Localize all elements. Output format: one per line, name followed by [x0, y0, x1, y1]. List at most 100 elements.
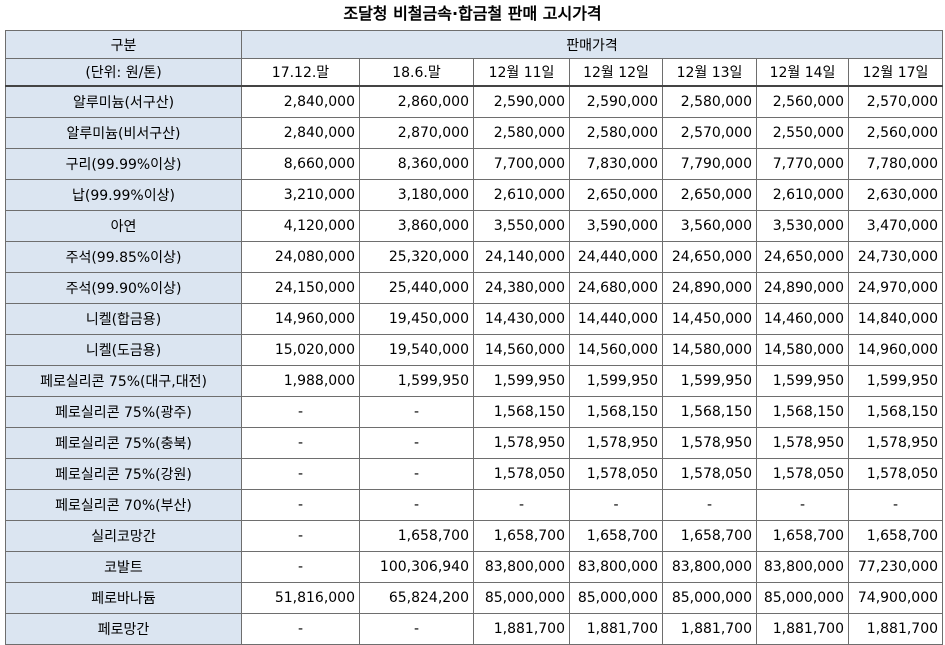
- price-cell: 2,570,000: [847, 85, 944, 118]
- header-row-2: (단위: 원/톤) 17.12.말 18.6.말 12월 11일 12월 12일…: [5, 58, 944, 87]
- price-cell: -: [241, 520, 360, 552]
- price-cell: 24,140,000: [473, 241, 570, 273]
- price-cell: 14,560,000: [569, 334, 663, 366]
- price-cell: -: [756, 489, 849, 521]
- price-cell: 1,988,000: [241, 365, 360, 397]
- table-row: 납(99.99%이상) 3,210,000 3,180,000 2,610,000 2,…: [5, 179, 944, 211]
- price-cell: 1,578,050: [569, 458, 663, 490]
- price-cell: 1,658,700: [756, 520, 849, 552]
- price-cell: 3,530,000: [756, 210, 849, 242]
- price-cell: 19,540,000: [359, 334, 474, 366]
- price-cell: 7,770,000: [756, 148, 849, 180]
- price-cell: -: [359, 613, 474, 645]
- price-cell: 1,599,950: [473, 365, 570, 397]
- price-cell: 1,578,950: [662, 427, 757, 459]
- price-cell: 3,180,000: [359, 179, 474, 211]
- price-cell: 1,881,700: [847, 613, 944, 645]
- price-cell: 1,881,700: [473, 613, 570, 645]
- row-label: 페로망간: [5, 613, 242, 645]
- price-cell: 1,658,700: [569, 520, 663, 552]
- table-row: 코발트 -100,306,940 83,800,000 83,800,000 83,80…: [5, 551, 944, 583]
- table-row: 페로실리콘 75%(광주) - -1,568,150 1,568,150 1,568,1…: [5, 396, 944, 428]
- price-cell: -: [241, 489, 360, 521]
- price-cell: -: [359, 396, 474, 428]
- price-cell: -: [241, 551, 360, 583]
- price-cell: 7,700,000: [473, 148, 570, 180]
- price-cell: 1,568,150: [569, 396, 663, 428]
- price-cell: 7,780,000: [847, 148, 944, 180]
- price-cell: 1,578,050: [847, 458, 944, 490]
- price-cell: 3,210,000: [241, 179, 360, 211]
- price-cell: 1,658,700: [847, 520, 944, 552]
- price-cell: 25,440,000: [359, 272, 474, 304]
- price-cell: 14,560,000: [473, 334, 570, 366]
- page-title: 조달청 비철금속·합금철 판매 고시가격: [343, 4, 602, 23]
- price-cell: 19,450,000: [359, 303, 474, 335]
- price-cell: 14,450,000: [662, 303, 757, 335]
- price-cell: 8,660,000: [241, 148, 360, 180]
- price-cell: 2,590,000: [473, 85, 570, 118]
- price-cell: 14,460,000: [756, 303, 849, 335]
- price-cell: 2,580,000: [662, 85, 757, 118]
- price-cell: 2,590,000: [569, 85, 663, 118]
- table-row: 페로실리콘 75%(대구,대전) 1,988,000 1,599,950 1,599,…: [5, 365, 944, 397]
- price-cell: 24,150,000: [241, 272, 360, 304]
- column-header: 12월 13일: [662, 58, 757, 87]
- price-cell: -: [359, 489, 474, 521]
- table-row: 페로실리콘 70%(부산) - - - - - - -: [5, 489, 944, 521]
- price-cell: 8,360,000: [359, 148, 474, 180]
- price-cell: 74,900,000: [847, 582, 944, 614]
- price-cell: 1,578,950: [473, 427, 570, 459]
- row-label: 알루미늄(비서구산): [5, 117, 242, 149]
- price-cell: -: [241, 613, 360, 645]
- price-cell: 77,230,000: [847, 551, 944, 583]
- price-cell: 14,580,000: [662, 334, 757, 366]
- price-cell: 1,568,150: [473, 396, 570, 428]
- price-cell: 83,800,000: [662, 551, 757, 583]
- price-cell: 2,580,000: [569, 117, 663, 149]
- price-cell: 24,680,000: [569, 272, 663, 304]
- table-row: 페로실리콘 75%(강원) - -1,578,050 1,578,050 1,578,0…: [5, 458, 944, 490]
- price-cell: 2,550,000: [756, 117, 849, 149]
- row-label: 주석(99.90%이상): [5, 272, 242, 304]
- price-cell: 2,560,000: [847, 117, 944, 149]
- price-cell: 25,320,000: [359, 241, 474, 273]
- price-cell: 15,020,000: [241, 334, 360, 366]
- row-label: 구리(99.99%이상): [5, 148, 242, 180]
- price-cell: 51,816,000: [241, 582, 360, 614]
- price-cell: -: [241, 396, 360, 428]
- unit-header: (단위: 원/톤): [5, 58, 242, 87]
- row-label: 페로실리콘 75%(광주): [5, 396, 242, 428]
- price-cell: 2,840,000: [241, 117, 360, 149]
- price-cell: -: [241, 427, 360, 459]
- price-cell: 7,830,000: [569, 148, 663, 180]
- category-header: 구분: [5, 30, 242, 59]
- price-cell: 1,578,050: [756, 458, 849, 490]
- price-cell: 1,578,950: [756, 427, 849, 459]
- table-row: 실리코망간 -1,658,700 1,658,700 1,658,700 1,658,7…: [5, 520, 944, 552]
- price-cell: 14,580,000: [756, 334, 849, 366]
- price-cell: 1,658,700: [473, 520, 570, 552]
- table-row: 니켈(합금용) 14,960,000 19,450,000 14,430,000 14,…: [5, 303, 944, 335]
- price-cell: 1,568,150: [662, 396, 757, 428]
- table-row: 니켈(도금용) 15,020,000 19,540,000 14,560,000 14,…: [5, 334, 944, 366]
- table-row: 구리(99.99%이상) 8,660,000 8,360,000 7,700,000 7…: [5, 148, 944, 180]
- row-label: 페로실리콘 75%(충북): [5, 427, 242, 459]
- price-group-header: 판매가격: [240, 30, 944, 59]
- price-cell: 1,578,050: [662, 458, 757, 490]
- price-cell: 14,960,000: [241, 303, 360, 335]
- table-row: 페로바나듐 51,816,000 65,824,200 85,000,000 85,00…: [5, 582, 944, 614]
- row-label: 페로실리콘 70%(부산): [5, 489, 242, 521]
- price-cell: 85,000,000: [569, 582, 663, 614]
- row-label: 니켈(합금용): [5, 303, 242, 335]
- row-label: 주석(99.85%이상): [5, 241, 242, 273]
- price-cell: 1,578,050: [473, 458, 570, 490]
- price-cell: 4,120,000: [241, 210, 360, 242]
- price-cell: 1,599,950: [569, 365, 663, 397]
- table-row: 주석(99.85%이상) 24,080,000 25,320,000 24,140,0…: [5, 241, 944, 273]
- column-header: 12월 14일: [756, 58, 849, 87]
- price-cell: 2,630,000: [847, 179, 944, 211]
- price-cell: 85,000,000: [662, 582, 757, 614]
- price-cell: 1,881,700: [662, 613, 757, 645]
- table-row: 알루미늄(비서구산) 2,840,000 2,870,000 2,580,000 2,5…: [5, 117, 944, 149]
